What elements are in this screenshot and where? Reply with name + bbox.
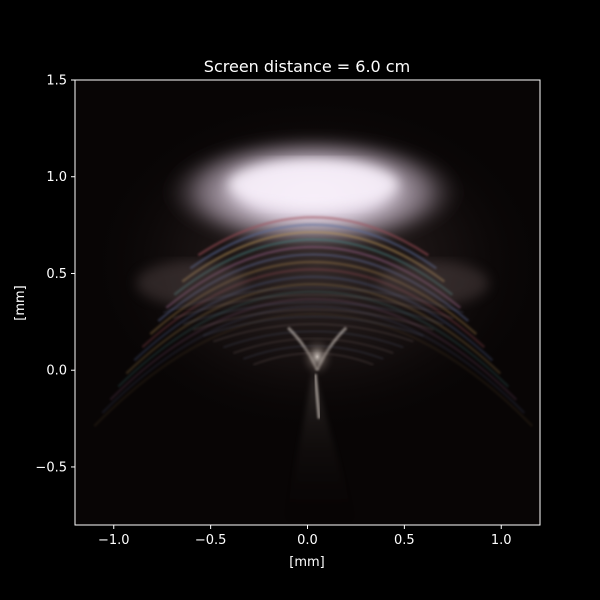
diffraction-image: [87, 93, 540, 525]
lower-fringe: [173, 294, 454, 320]
y-tick-label: −0.5: [35, 460, 67, 475]
lower-beam: [284, 370, 356, 525]
x-tick-label: −1.0: [98, 533, 130, 548]
y-tick-label: 1.5: [46, 74, 67, 89]
fringe-arc: [141, 268, 486, 349]
lower-fringe: [223, 330, 404, 349]
fringe-arc: [125, 283, 502, 375]
fringe-arc: [109, 298, 518, 401]
fringe-arc: [181, 230, 446, 283]
fringe-arc: [197, 216, 429, 257]
lower-fringe: [203, 315, 424, 337]
fringe-arc: [133, 275, 494, 362]
chart-title: Screen distance = 6.0 cm: [204, 57, 410, 76]
y-tick-label: 0.0: [46, 364, 67, 379]
beam-core: [313, 373, 321, 419]
fringe-arc: [117, 290, 510, 388]
center-spot: [299, 334, 336, 379]
bright-cap-core: [228, 160, 399, 209]
lower-fringe: [193, 308, 434, 331]
lower-fringe: [183, 301, 444, 325]
y-tick-label: 0.5: [46, 267, 67, 282]
x-tick-label: −0.5: [195, 533, 227, 548]
x-axis-ticks: −1.0 −0.5 0.0 0.5 1.0: [98, 525, 512, 548]
x-tick-label: 1.0: [491, 533, 512, 548]
x-tick-label: 0.0: [297, 533, 318, 548]
x-axis-label: [mm]: [289, 555, 324, 570]
x-tick-label: 0.5: [394, 533, 415, 548]
side-lobe-right: [378, 261, 489, 306]
fringe-arc: [93, 312, 534, 427]
y-axis-ticks: −0.5 0.0 0.5 1.0 1.5: [35, 74, 75, 475]
y-axis-label: [mm]: [13, 285, 28, 320]
fringe-arc: [101, 305, 526, 414]
fringe-arc: [189, 223, 438, 270]
side-lobe-left: [136, 261, 247, 306]
lower-fringe: [213, 323, 414, 343]
y-tick-label: 1.0: [46, 170, 67, 185]
